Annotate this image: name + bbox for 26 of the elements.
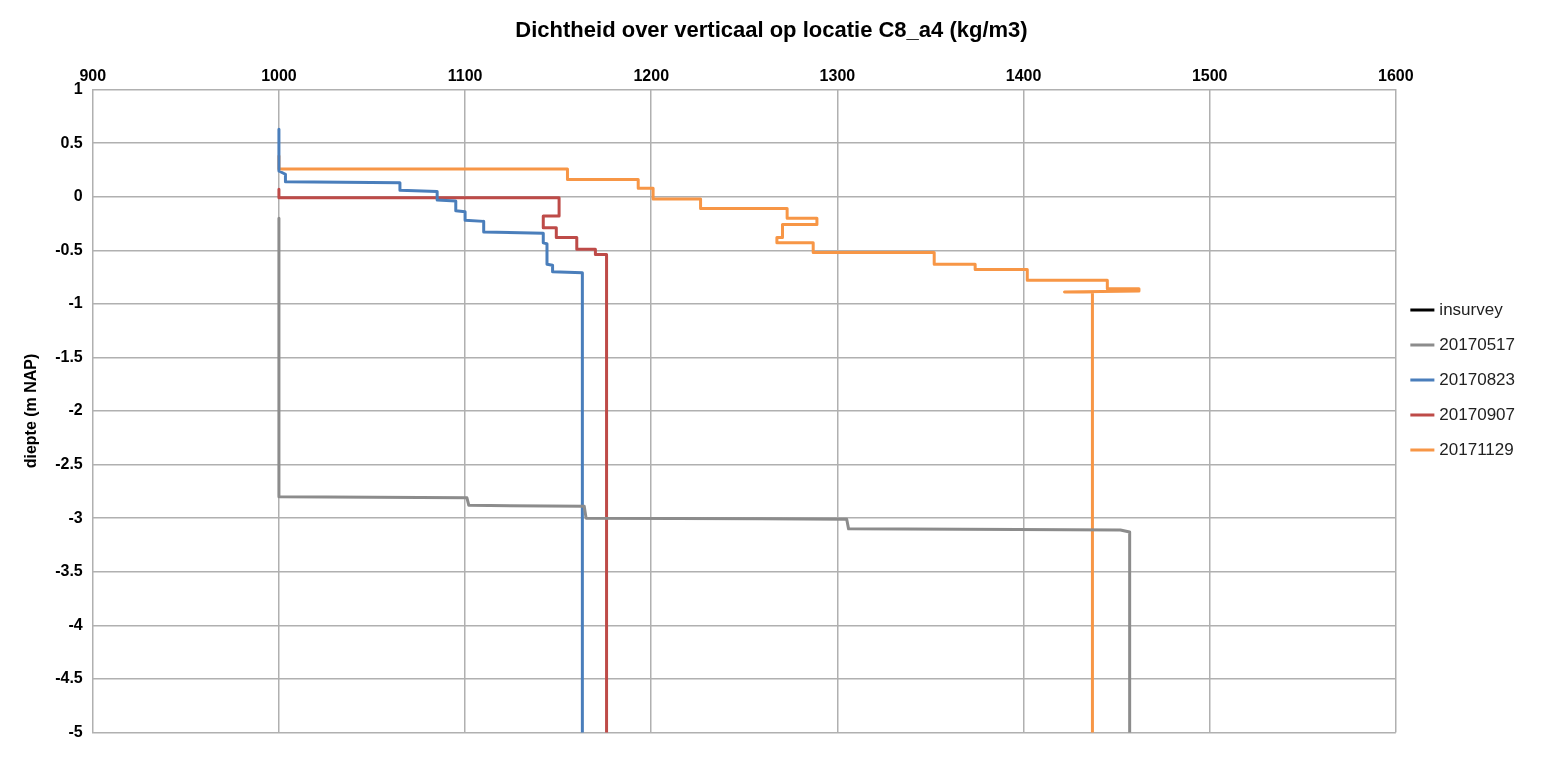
y-tick-label: -0.5	[55, 240, 83, 258]
x-tick-label: 1500	[1191, 67, 1228, 85]
y-tick-label: -5	[68, 722, 83, 740]
y-tick-label: -4	[68, 615, 83, 633]
legend-label: 20170907	[1439, 404, 1515, 424]
y-tick-label: 0.5	[60, 133, 83, 151]
y-tick-label: -2.5	[55, 454, 83, 472]
x-tick-label: 1100	[447, 67, 483, 85]
y-axis-title: diepte (m NAP)	[22, 353, 40, 469]
y-tick-label: -4.5	[55, 669, 83, 687]
legend-label: 20171129	[1439, 439, 1514, 459]
y-tick-label: -3.5	[55, 562, 83, 580]
x-tick-label: 1000	[261, 67, 297, 85]
legend-label: 20170823	[1439, 369, 1515, 389]
x-tick-label: 1200	[633, 67, 670, 85]
legend-label: insurvey	[1439, 299, 1504, 319]
y-tick-label: -1.5	[55, 347, 83, 365]
legend-label: 20170517	[1439, 334, 1515, 354]
x-tick-label: 1300	[819, 67, 856, 85]
y-tick-label: 0	[73, 187, 83, 205]
x-tick-label: 1400	[1005, 67, 1042, 85]
y-tick-label: -3	[68, 508, 83, 526]
chart-title: Dichtheid over verticaal op locatie C8_a4 (kg/m3)	[515, 17, 1028, 43]
x-tick-label: 1600	[1378, 67, 1414, 85]
y-tick-label: -2	[68, 401, 83, 419]
y-tick-label: -1	[68, 294, 83, 312]
